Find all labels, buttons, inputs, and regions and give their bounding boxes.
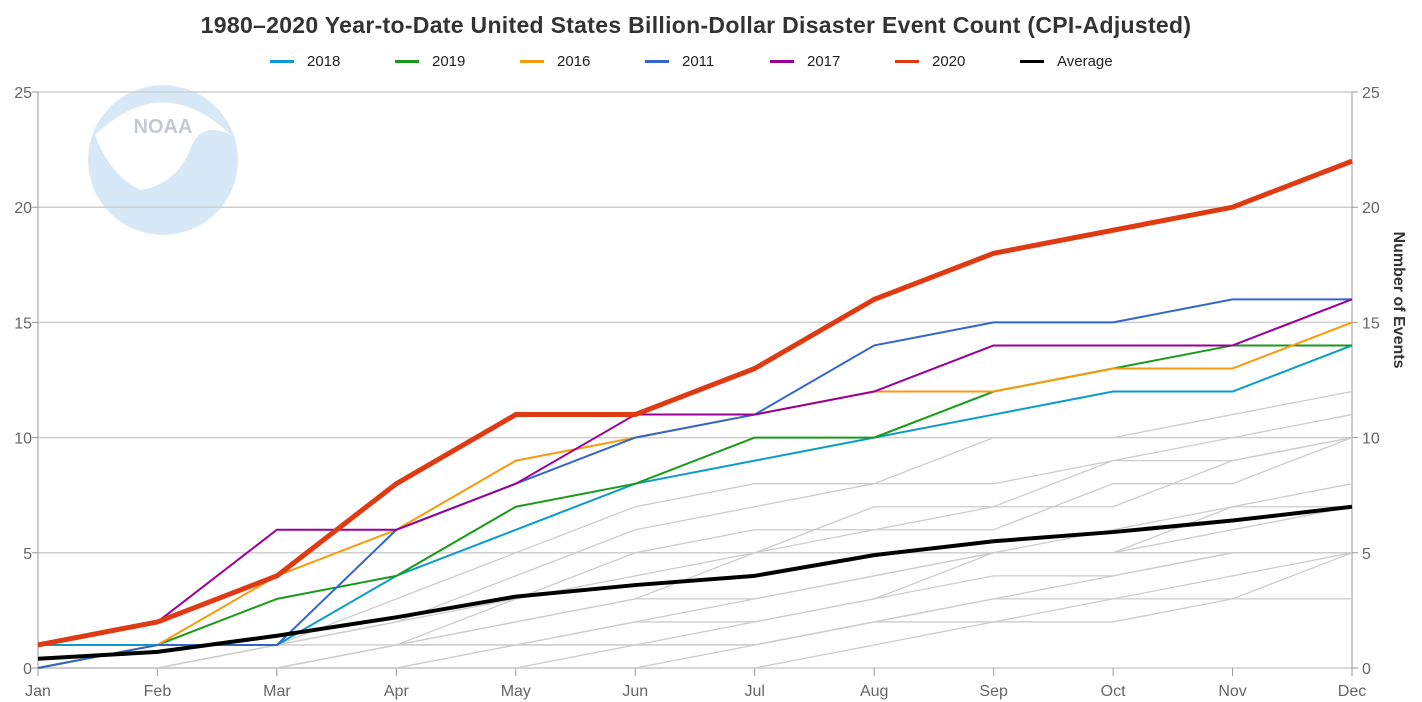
chart-title: 1980–2020 Year-to-Date United States Bil… <box>200 12 1192 38</box>
series-line-other-year <box>38 436 1353 669</box>
y-tick-label-right: 25 <box>1362 85 1380 102</box>
x-tick-label: Dec <box>1338 683 1366 700</box>
legend-item-2016[interactable]: 2016 <box>520 53 645 70</box>
series-line-other-year <box>38 390 1353 669</box>
series-line-2017 <box>37 298 1353 646</box>
y-tick-label-left: 20 <box>14 200 32 217</box>
series-line-other-year <box>38 552 1352 669</box>
series-line-other-year <box>38 436 1353 669</box>
series-line-2011 <box>37 298 1352 669</box>
series-line-other-year <box>38 483 1353 669</box>
x-tick-label: Mar <box>263 683 291 700</box>
x-tick-label: Oct <box>1101 683 1126 700</box>
legend-item-2019[interactable]: 2019 <box>395 53 520 70</box>
series-line-2016 <box>37 321 1353 669</box>
x-tick-label: Jan <box>25 683 51 700</box>
series-line-other-year <box>38 506 1352 669</box>
legend-item-average[interactable]: Average <box>1020 53 1145 70</box>
series-line-other-year <box>38 598 1352 669</box>
y-tick-label-left: 25 <box>14 85 32 102</box>
legend-swatch <box>895 60 919 63</box>
y-tick-label-right: 20 <box>1362 200 1380 217</box>
legend-label: 2020 <box>932 53 966 70</box>
legend-label: 2018 <box>307 53 341 70</box>
legend-swatch <box>520 60 544 63</box>
legend-item-2017[interactable]: 2017 <box>770 53 895 70</box>
legend-item-2018[interactable]: 2018 <box>270 53 395 70</box>
legend-item-2020[interactable]: 2020 <box>895 53 1020 70</box>
legend-item-2011[interactable]: 2011 <box>645 53 770 70</box>
series-line-other-year <box>38 506 1353 669</box>
x-tick-label: Jul <box>745 683 765 700</box>
x-tick-label: Apr <box>384 683 410 700</box>
series-line-2019 <box>37 344 1352 669</box>
noaa-logo-text: NOAA <box>134 116 193 138</box>
legend-swatch <box>395 60 419 63</box>
y-tick-label-right: 10 <box>1362 431 1380 448</box>
legend-swatch <box>270 60 294 63</box>
legend-label: 2019 <box>432 53 466 70</box>
y-tick-label-right: 5 <box>1362 546 1371 563</box>
noaa-logo-bird <box>95 102 231 190</box>
x-tick-label: Feb <box>144 683 172 700</box>
legend-swatch <box>1020 60 1044 63</box>
series-line-other-year <box>38 552 1352 669</box>
x-tick-label: Jun <box>622 683 648 700</box>
x-tick-label: Aug <box>860 683 888 700</box>
legend-label: 2017 <box>807 53 841 70</box>
y-axis-label-right: Number of Events <box>1390 232 1407 369</box>
y-tick-label-right: 0 <box>1362 661 1371 678</box>
series-line-2020 <box>37 158 1353 648</box>
y-tick-label-right: 15 <box>1362 315 1380 332</box>
x-tick-label: May <box>501 683 531 700</box>
series-line-other-year <box>38 436 1353 669</box>
x-tick-label: Sep <box>979 683 1008 700</box>
series-line-2018 <box>38 344 1353 646</box>
series-line-average <box>37 504 1353 661</box>
series-line-other-year <box>37 413 1353 669</box>
series-line-other-year <box>38 552 1353 669</box>
legend-label: 2011 <box>682 53 715 70</box>
legend-label: Average <box>1057 53 1113 70</box>
noaa-logo-watermark: NOAA <box>88 85 238 235</box>
noaa-logo-circle <box>88 85 238 235</box>
y-tick-label-left: 5 <box>23 546 32 563</box>
legend-swatch <box>645 60 669 63</box>
x-tick-label: Nov <box>1218 683 1246 700</box>
y-tick-label-left: 0 <box>23 661 32 678</box>
y-tick-label-left: 15 <box>14 315 32 332</box>
legend-label: 2016 <box>557 53 591 70</box>
series-line-other-year <box>38 552 1353 669</box>
y-tick-label-left: 10 <box>14 431 32 448</box>
legend: 2018 2019 2016 2011 2017 2020 Average <box>270 53 1145 70</box>
legend-swatch <box>770 60 794 63</box>
